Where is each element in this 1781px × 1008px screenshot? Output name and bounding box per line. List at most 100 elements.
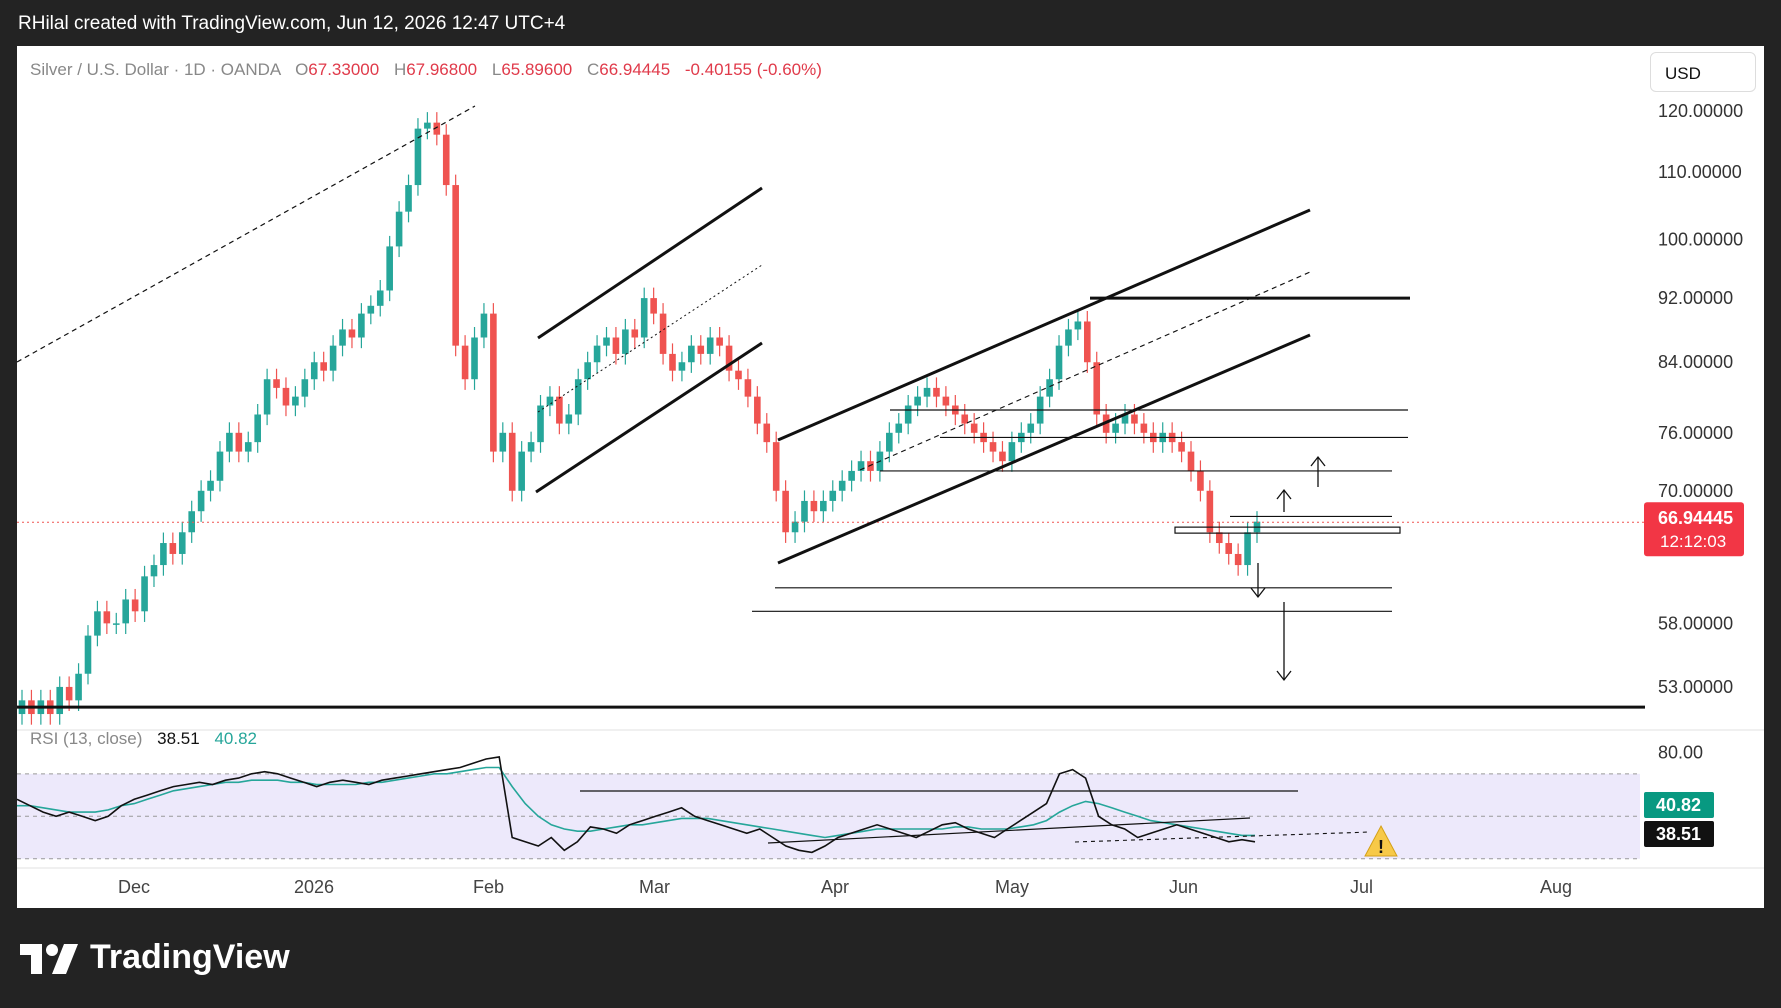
candle-body[interactable] <box>1234 553 1242 566</box>
candle-body[interactable] <box>650 298 657 314</box>
candle-body[interactable] <box>188 511 195 533</box>
candle-body[interactable] <box>574 379 582 415</box>
candle-body[interactable] <box>527 442 535 452</box>
candle-body[interactable] <box>1055 345 1063 380</box>
candle-body[interactable] <box>810 500 818 512</box>
candle-body[interactable] <box>433 122 441 135</box>
candle-body[interactable] <box>989 442 997 452</box>
candle-body[interactable] <box>263 379 271 415</box>
candle-body[interactable] <box>1178 442 1185 452</box>
candle-body[interactable] <box>292 396 299 406</box>
candle-body[interactable] <box>659 313 667 354</box>
candle-body[interactable] <box>669 353 676 371</box>
candle-body[interactable] <box>1197 470 1204 491</box>
candle-body[interactable] <box>904 405 912 424</box>
candle-body[interactable] <box>1187 451 1195 471</box>
candle-body[interactable] <box>933 387 940 397</box>
candle-body[interactable] <box>339 329 346 346</box>
candle-body[interactable] <box>791 521 799 533</box>
candle-body[interactable] <box>829 490 837 501</box>
candle-body[interactable] <box>348 329 356 338</box>
candle-body[interactable] <box>508 432 516 491</box>
candle-body[interactable] <box>697 345 705 354</box>
candle-body[interactable] <box>56 686 64 715</box>
candle-body[interactable] <box>772 442 780 491</box>
candle-body[interactable] <box>235 432 243 452</box>
candle-body[interactable] <box>970 423 978 433</box>
chart-panel[interactable] <box>17 46 1764 908</box>
candle-body[interactable] <box>744 379 752 397</box>
currency-button[interactable]: USD <box>1650 52 1756 92</box>
candle-body[interactable] <box>631 329 639 338</box>
candle-body[interactable] <box>1215 532 1223 544</box>
candle-body[interactable] <box>367 305 375 314</box>
candle-body[interactable] <box>725 345 733 371</box>
candle-body[interactable] <box>141 576 148 612</box>
candle-body[interactable] <box>386 246 393 291</box>
candle-body[interactable] <box>320 362 327 371</box>
candle-body[interactable] <box>84 635 92 674</box>
candle-body[interactable] <box>358 313 365 338</box>
candle-body[interactable] <box>688 345 695 363</box>
candle-body[interactable] <box>471 337 478 380</box>
candle-body[interactable] <box>612 337 620 354</box>
candle-body[interactable] <box>942 396 950 406</box>
candle-body[interactable] <box>254 414 261 443</box>
candle-body[interactable] <box>112 623 120 625</box>
candle-body[interactable] <box>857 461 865 471</box>
candle-body[interactable] <box>1074 321 1082 330</box>
candle-body[interactable] <box>518 451 525 491</box>
candle-body[interactable] <box>706 337 714 354</box>
candle-body[interactable] <box>1112 423 1119 433</box>
candle-body[interactable] <box>820 500 827 512</box>
candle-body[interactable] <box>395 211 403 247</box>
candle-body[interactable] <box>1046 379 1053 397</box>
candle-body[interactable] <box>490 313 497 452</box>
candle-body[interactable] <box>1093 362 1101 415</box>
candle-body[interactable] <box>763 423 771 443</box>
candle-body[interactable] <box>961 414 969 424</box>
candle-body[interactable] <box>754 396 761 424</box>
candle-body[interactable] <box>537 405 544 443</box>
candle-body[interactable] <box>226 432 233 452</box>
candle-body[interactable] <box>499 432 507 452</box>
candle-body[interactable] <box>178 532 186 554</box>
candle-body[interactable] <box>442 134 450 186</box>
candle-body[interactable] <box>282 387 290 406</box>
candle-body[interactable] <box>735 370 742 380</box>
candle-body[interactable] <box>584 362 591 380</box>
candle-body[interactable] <box>273 379 280 388</box>
candle-body[interactable] <box>603 337 610 346</box>
candle-body[interactable] <box>1121 414 1129 424</box>
candle-body[interactable] <box>838 480 846 491</box>
candle-body[interactable] <box>848 470 855 481</box>
candle-body[interactable] <box>1131 414 1138 424</box>
candle-body[interactable] <box>1084 321 1091 363</box>
candle-body[interactable] <box>376 290 384 306</box>
candle-body[interactable] <box>716 337 723 346</box>
candle-body[interactable] <box>914 396 921 406</box>
candle-body[interactable] <box>216 451 224 481</box>
candle-body[interactable] <box>801 500 808 522</box>
candle-body[interactable] <box>678 362 686 371</box>
candle-body[interactable] <box>94 611 101 636</box>
candle-body[interactable] <box>999 451 1006 462</box>
candle-body[interactable] <box>867 461 874 471</box>
candle-body[interactable] <box>405 185 412 212</box>
candle-body[interactable] <box>461 345 469 380</box>
candle-body[interactable] <box>886 432 893 452</box>
candle-body[interactable] <box>244 442 252 452</box>
candle-body[interactable] <box>1065 329 1072 346</box>
candle-body[interactable] <box>593 345 601 363</box>
candle-body[interactable] <box>1244 532 1251 566</box>
candle-body[interactable] <box>75 673 82 701</box>
candle-body[interactable] <box>131 599 139 612</box>
candle-body[interactable] <box>301 379 309 397</box>
candle-body[interactable] <box>160 543 167 566</box>
candle-body[interactable] <box>895 423 903 433</box>
candle-body[interactable] <box>622 329 629 354</box>
candle-body[interactable] <box>310 362 318 380</box>
candle-body[interactable] <box>1140 423 1148 433</box>
candle-body[interactable] <box>782 490 789 533</box>
